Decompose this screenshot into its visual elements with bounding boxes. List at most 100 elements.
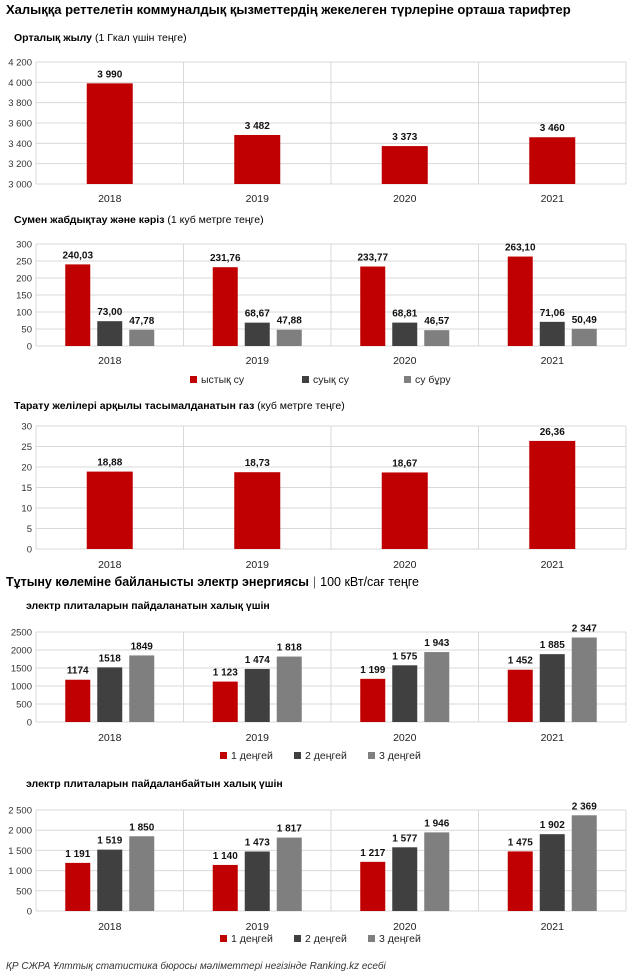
legend-swatch — [302, 376, 309, 383]
bar — [424, 652, 450, 722]
gas-subtitle-bold: Тарату желілері арқылы тасымалданатын га… — [14, 400, 255, 412]
x-tick-label: 2020 — [393, 193, 417, 205]
data-label: 263,10 — [505, 243, 536, 254]
data-label: 1 818 — [277, 643, 302, 654]
data-label: 1 123 — [213, 668, 238, 679]
y-tick-label: 15 — [21, 483, 32, 494]
bar — [234, 134, 281, 184]
y-tick-label: 50 — [21, 325, 32, 336]
y-tick-label: 2500 — [11, 628, 32, 639]
data-label: 68,67 — [245, 309, 270, 320]
y-tick-label: 3 800 — [8, 98, 32, 109]
x-tick-label: 2019 — [246, 921, 270, 933]
legend-label: 1 деңгей — [231, 933, 273, 945]
legend-label: 1 деңгей — [231, 750, 273, 762]
data-label: 3 990 — [97, 69, 122, 80]
y-tick-label: 10 — [21, 504, 32, 515]
x-tick-label: 2021 — [541, 193, 565, 205]
data-label: 1 946 — [424, 818, 449, 829]
bar — [529, 440, 576, 549]
bar — [424, 832, 450, 911]
legend-swatch — [294, 752, 301, 759]
bar — [360, 678, 386, 722]
x-tick-label: 2018 — [98, 355, 122, 367]
bar — [392, 322, 418, 346]
bar — [529, 137, 576, 184]
electricity-section-unit: 100 кВт/сағ теңге — [320, 575, 419, 589]
bar — [65, 679, 91, 722]
water-subtitle-bold: Сумен жабдықтау және кәріз — [14, 214, 165, 226]
data-label: 3 460 — [540, 123, 565, 134]
y-tick-label: 1500 — [11, 664, 32, 675]
legend-swatch — [190, 376, 197, 383]
y-tick-label: 1 500 — [8, 846, 32, 857]
bar — [539, 321, 565, 346]
bar — [212, 864, 238, 911]
bar — [129, 329, 155, 346]
y-tick-label: 25 — [21, 442, 32, 453]
heating-subtitle-bold: Орталық жылу — [14, 32, 93, 44]
data-label: 233,77 — [357, 253, 388, 264]
data-label: 1 474 — [245, 655, 270, 666]
data-label: 50,49 — [572, 315, 597, 326]
elec-with-chart: 0 500 1000 1500 2000 2500 1174 1518 1849 2018 1 12… — [11, 624, 627, 762]
x-tick-label: 2021 — [541, 921, 565, 933]
x-tick-label: 2020 — [393, 559, 417, 571]
y-tick-label: 2 500 — [8, 806, 32, 817]
legend-label: 2 деңгей — [305, 933, 347, 945]
elec-without-subtitle: электр плиталарын пайдаланбайтын халық ү… — [26, 778, 283, 790]
y-tick-label: 30 — [21, 422, 32, 433]
bar — [244, 322, 270, 346]
x-tick-label: 2021 — [541, 559, 565, 571]
y-tick-label: 100 — [16, 308, 32, 319]
bar — [381, 146, 428, 184]
elec-with-subtitle-bold: электр плиталарын пайдаланатын халық үші… — [26, 600, 270, 612]
bar — [360, 861, 386, 911]
legend-label: ыстық су — [201, 374, 245, 386]
x-tick-label: 2018 — [98, 559, 122, 571]
y-tick-label: 1 000 — [8, 866, 32, 877]
y-tick-label: 300 — [16, 240, 32, 251]
data-label: 26,36 — [540, 427, 565, 438]
data-label: 3 482 — [245, 121, 270, 132]
x-tick-label: 2020 — [393, 921, 417, 933]
bar — [571, 328, 597, 346]
data-label: 1 943 — [424, 638, 449, 649]
y-tick-label: 4 000 — [8, 78, 32, 89]
bar — [86, 83, 133, 184]
legend-swatch — [404, 376, 411, 383]
x-tick-label: 2019 — [246, 193, 270, 205]
bar — [234, 472, 281, 549]
data-label: 1 475 — [508, 837, 533, 848]
legend-swatch — [368, 935, 375, 942]
bar — [97, 321, 123, 346]
data-label: 1849 — [131, 641, 154, 652]
electricity-section-title: Тұтыну көлеміне байланысты электр энерги… — [6, 575, 419, 589]
data-label: 18,67 — [392, 458, 417, 469]
y-tick-label: 3 000 — [8, 180, 32, 191]
data-label: 1 452 — [508, 656, 533, 667]
bar — [212, 267, 238, 346]
data-label: 46,57 — [424, 316, 449, 327]
bar — [571, 815, 597, 911]
x-tick-label: 2019 — [246, 559, 270, 571]
bar — [65, 264, 91, 346]
x-tick-label: 2018 — [98, 732, 122, 744]
y-tick-label: 150 — [16, 291, 32, 302]
legend-swatch — [368, 752, 375, 759]
bar — [424, 330, 450, 346]
legend-swatch — [220, 752, 227, 759]
y-tick-label: 250 — [16, 257, 32, 268]
gas-subtitle-unit: (куб метрге теңге) — [254, 400, 345, 412]
x-tick-label: 2020 — [393, 732, 417, 744]
bar — [65, 862, 91, 911]
x-tick-label: 2020 — [393, 355, 417, 367]
bar — [381, 472, 428, 549]
bar — [571, 637, 597, 722]
data-label: 73,00 — [97, 307, 122, 318]
bar — [539, 654, 565, 722]
page-title: Халыққа реттелетін коммуналдық қызметтер… — [6, 2, 571, 17]
bar — [129, 655, 155, 722]
data-label: 71,06 — [540, 308, 565, 319]
y-tick-label: 3 400 — [8, 139, 32, 150]
